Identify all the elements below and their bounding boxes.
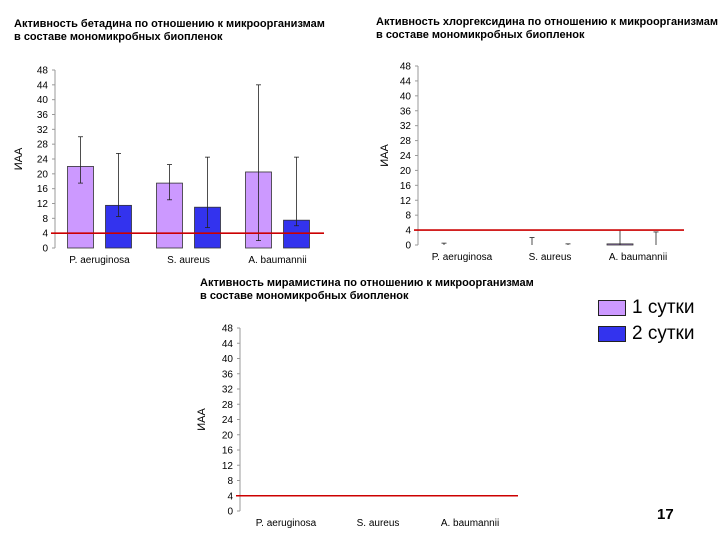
y-tick-label: 8	[42, 214, 48, 225]
y-tick-label: 48	[222, 324, 234, 335]
y-tick-label: 28	[222, 400, 234, 411]
category-label: P. aeruginosa	[432, 252, 493, 263]
y-tick-label: 0	[405, 241, 411, 252]
y-tick-label: 24	[37, 155, 49, 166]
y-tick-label: 36	[37, 110, 49, 121]
chart-title-miramistin: Активность мирамистина по отношению к ми…	[200, 277, 534, 302]
category-label: A. baumannii	[441, 518, 499, 529]
y-tick-label: 44	[400, 76, 412, 87]
legend-swatch-day-1	[598, 300, 626, 316]
chart-title-betadine: Активность бетадина по отношению к микро…	[14, 18, 325, 43]
y-tick-label: 16	[222, 446, 234, 457]
y-tick-label: 20	[222, 430, 234, 441]
y-tick-label: 4	[227, 491, 233, 502]
legend-item-day-1: 1 сутки	[598, 296, 694, 320]
y-tick-label: 40	[37, 95, 49, 106]
y-axis-label: ИАА	[196, 408, 208, 431]
y-tick-label: 8	[227, 476, 233, 487]
y-axis-label: ИАА	[379, 144, 391, 167]
y-tick-label: 36	[222, 369, 234, 380]
y-tick-label: 40	[222, 354, 234, 365]
y-tick-label: 4	[405, 226, 411, 237]
y-tick-label: 8	[405, 211, 411, 222]
y-tick-label: 16	[400, 181, 412, 192]
y-tick-label: 16	[37, 184, 49, 195]
y-tick-label: 48	[400, 62, 412, 73]
y-tick-label: 40	[400, 91, 412, 102]
y-tick-label: 32	[222, 385, 234, 396]
legend-label-day-2: 2 сутки	[632, 323, 695, 344]
y-tick-label: 44	[37, 80, 49, 91]
y-tick-label: 4	[42, 229, 48, 240]
y-tick-label: 24	[400, 151, 412, 162]
legend-label-day-1: 1 сутки	[632, 297, 695, 318]
y-tick-label: 24	[222, 415, 234, 426]
category-label: P. aeruginosa	[256, 518, 317, 529]
category-label: S. aureus	[529, 252, 572, 263]
y-tick-label: 12	[400, 196, 412, 207]
y-tick-label: 32	[37, 125, 49, 136]
y-tick-label: 20	[37, 169, 49, 180]
category-label: P. aeruginosa	[69, 255, 130, 266]
y-tick-label: 28	[37, 140, 49, 151]
category-label: S. aureus	[167, 255, 210, 266]
legend-swatch-day-2	[598, 326, 626, 342]
y-tick-label: 32	[400, 121, 412, 132]
y-tick-label: 48	[37, 66, 49, 77]
y-tick-label: 12	[37, 199, 49, 210]
y-tick-label: 36	[400, 106, 412, 117]
legend: 1 сутки 2 сутки	[598, 296, 694, 348]
y-tick-label: 44	[222, 339, 234, 350]
y-axis-label: ИАА	[13, 147, 25, 170]
category-label: S. aureus	[357, 518, 400, 529]
legend-item-day-2: 2 сутки	[598, 322, 694, 346]
y-tick-label: 0	[227, 507, 233, 518]
category-label: A. baumannii	[248, 255, 306, 266]
y-tick-label: 0	[42, 244, 48, 255]
page-number: 17	[657, 506, 674, 523]
y-tick-label: 12	[222, 461, 234, 472]
y-tick-label: 28	[400, 136, 412, 147]
category-label: A. baumannii	[609, 252, 667, 263]
y-tick-label: 20	[400, 166, 412, 177]
chart-title-chlorhexidine: Активность хлоргексидина по отношению к …	[376, 16, 718, 41]
